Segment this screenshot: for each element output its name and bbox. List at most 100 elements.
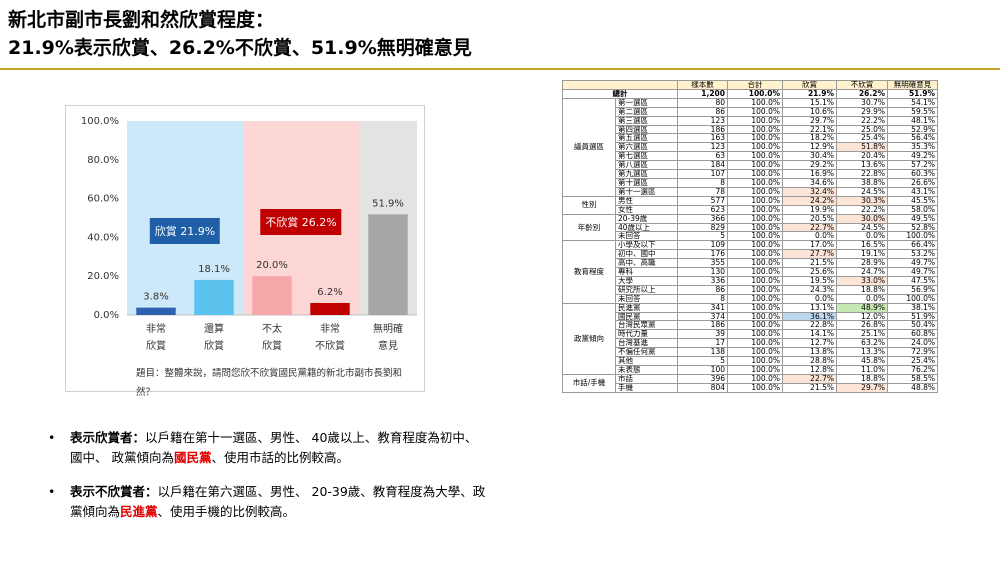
data-cell: 38.8%	[836, 177, 888, 188]
header-blank	[562, 80, 678, 90]
data-row: 台灣基進 17 100.0% 12.7% 63.2% 24.0%	[563, 338, 938, 349]
data-row: 專科 130 100.0% 25.6% 24.7% 49.7%	[563, 267, 938, 277]
row-label: 高中、高職	[615, 258, 678, 269]
data-cell: 8	[677, 293, 728, 304]
data-row: 未回答 5 100.0% 0.0% 0.0% 100.0%	[563, 231, 938, 242]
chart-panel: 0.0% 20.0% 40.0% 60.0% 80.0% 100.0% 3.8% 18.1% 2…	[65, 105, 425, 398]
data-cell: 30.3%	[836, 195, 888, 206]
data-cell: 28.8%	[782, 356, 837, 366]
question-note: 題目：整體來說，請問您欣不欣賞國民黨籍的新北市副市長劉和然？	[136, 368, 403, 398]
bullet-text: 、使用市話的比例較高。	[211, 450, 350, 465]
data-cell: 22.8%	[782, 320, 837, 331]
data-cell: 22.8%	[836, 169, 888, 179]
data-cell: 26.2%	[836, 88, 888, 99]
data-row: 第八選區 184 100.0% 29.2% 13.6% 57.2%	[563, 160, 938, 171]
data-cell: 18.8%	[836, 284, 888, 295]
data-cell: 45.5%	[887, 195, 938, 206]
total-row: 總計 1,200 100.0% 21.9% 26.2% 51.9%	[562, 88, 938, 99]
data-cell: 0.0%	[782, 231, 837, 242]
data-row: 未表態 100 100.0% 12.8% 11.0% 76.2%	[563, 365, 938, 375]
data-cell: 5	[677, 356, 728, 366]
data-cell: 24.7%	[836, 267, 888, 277]
data-cell: 100.0%	[727, 275, 783, 286]
data-cell: 51.8%	[836, 142, 888, 153]
data-cell: 623	[677, 204, 728, 215]
data-cell: 100.0%	[727, 267, 783, 277]
data-cell: 100.0%	[727, 258, 783, 269]
data-cell: 72.9%	[887, 347, 938, 358]
bullet-item: 表示不欣賞者：以戶籍在第六選區、男性、 20-39歲、教育程度為大學、政黨傾向為…	[48, 482, 488, 522]
data-cell: 34.6%	[782, 177, 837, 188]
data-cell: 49.7%	[887, 258, 938, 269]
data-cell: 100.0%	[727, 329, 783, 340]
data-cell: 16.5%	[836, 240, 888, 251]
data-cell: 56.4%	[887, 133, 938, 144]
header-row: 樣本數 合計 欣賞 不欣賞 無明確意見	[562, 80, 938, 90]
data-cell: 24.5%	[836, 186, 888, 197]
data-cell: 130	[677, 267, 728, 277]
data-cell: 26.6%	[887, 177, 938, 188]
data-row: 第七選區 63 100.0% 30.4% 20.4% 49.2%	[563, 151, 938, 162]
data-cell: 100.0%	[727, 133, 783, 144]
data-cell: 1,200	[677, 88, 728, 99]
data-cell: 48.1%	[887, 115, 938, 126]
data-cell: 12.8%	[782, 365, 837, 375]
row-label: 第十選區	[615, 177, 678, 188]
row-label: 小學及以下	[615, 240, 678, 251]
row-label: 專科	[615, 267, 678, 277]
bullet-text: 以戶籍在第六選區、男性、 20-39歲、教育程度為大學、政黨傾向為	[70, 484, 486, 519]
data-cell: 0.0%	[836, 293, 888, 304]
data-cell: 29.7%	[782, 115, 837, 126]
data-cell: 59.5%	[887, 106, 938, 117]
row-label: 男性	[615, 195, 678, 206]
data-cell: 100.0%	[727, 231, 783, 242]
data-cell: 107	[677, 169, 728, 179]
data-cell: 33.0%	[836, 275, 888, 286]
x-tick-label: 非常 欣賞	[146, 324, 166, 352]
title-line: 21.9%表示欣賞、26.2%不欣賞、51.9%無明確意見	[8, 37, 472, 59]
data-row: 第三選區 123 100.0% 29.7% 22.2% 48.1%	[563, 115, 938, 126]
bullet-highlight: 民進黨	[120, 504, 158, 519]
data-row: 市話/手機 市話 396 100.0% 22.7% 18.8% 58.5%	[562, 373, 938, 393]
row-label: 第十一選區	[615, 186, 678, 197]
data-row: 第十一選區 78 100.0% 32.4% 24.5% 43.1%	[563, 186, 938, 197]
data-cell: 19.9%	[782, 204, 837, 215]
group-label: 市話/手機	[562, 373, 616, 393]
data-cell: 100.0%	[727, 115, 783, 126]
data-cell: 176	[677, 249, 728, 260]
header-cell: 欣賞	[782, 80, 837, 90]
data-cell: 19.1%	[836, 249, 888, 260]
data-cell: 51.9%	[887, 311, 938, 322]
data-row: 第九選區 107 100.0% 16.9% 22.8% 60.3%	[563, 169, 938, 179]
data-cell: 12.0%	[836, 311, 888, 322]
y-tick-label: 40.0%	[87, 232, 119, 243]
data-row: 女性 623 100.0% 19.9% 22.2% 58.0%	[563, 204, 938, 215]
data-cell: 58.0%	[887, 204, 938, 215]
data-cell: 123	[677, 142, 728, 153]
data-cell: 100.0%	[727, 365, 783, 375]
data-cell: 100.0%	[887, 231, 938, 242]
data-cell: 396	[677, 373, 728, 384]
data-cell: 100.0%	[727, 151, 783, 162]
data-row: 高中、高職 355 100.0% 21.5% 28.9% 49.7%	[563, 258, 938, 269]
data-cell: 63	[677, 151, 728, 162]
data-cell: 100.0%	[727, 373, 783, 384]
data-cell: 56.9%	[887, 284, 938, 295]
header-cell: 合計	[727, 80, 783, 90]
data-cell: 30.0%	[836, 213, 888, 224]
data-row: 研究所以上 86 100.0% 24.3% 18.8% 56.9%	[563, 284, 938, 295]
data-cell: 100.0%	[727, 106, 783, 117]
data-cell: 26.8%	[836, 320, 888, 331]
data-cell: 60.3%	[887, 169, 938, 179]
data-cell: 60.8%	[887, 329, 938, 340]
data-row: 第五選區 163 100.0% 18.2% 25.4% 56.4%	[563, 133, 938, 144]
data-row: 大學 336 100.0% 19.5% 33.0% 47.5%	[563, 275, 938, 286]
data-row: 政黨傾向 民進黨 341 100.0% 13.1% 48.9% 38.1%	[562, 302, 938, 375]
data-row: 議員選區 第一選區 80 100.0% 15.1% 30.7% 54.1%	[562, 97, 938, 197]
data-cell: 57.2%	[887, 160, 938, 171]
data-row: 初中、國中 176 100.0% 27.7% 19.1% 53.2%	[563, 249, 938, 260]
data-cell: 186	[677, 124, 728, 135]
data-cell: 5	[677, 231, 728, 242]
row-label: 總計	[562, 88, 678, 99]
